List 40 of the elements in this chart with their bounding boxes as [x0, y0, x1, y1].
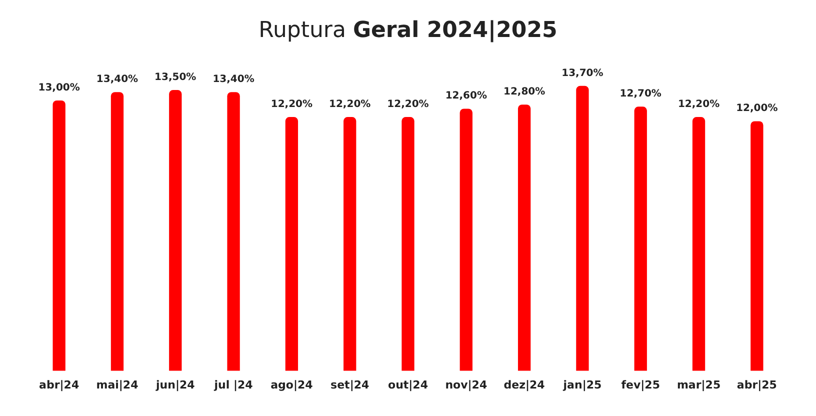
- bar: [750, 121, 764, 371]
- bar: [518, 104, 531, 371]
- bar: [576, 86, 589, 371]
- bar: [402, 117, 414, 371]
- bar: [460, 108, 472, 371]
- x-tick-label: mar|25: [676, 378, 721, 392]
- data-label: 12,70%: [620, 88, 662, 100]
- x-tick-label: set|24: [330, 378, 370, 392]
- x-tick-label: mai|24: [96, 378, 139, 392]
- bar: [110, 92, 124, 371]
- data-label: 12,80%: [503, 86, 546, 98]
- x-tick-label: out|24: [388, 378, 428, 392]
- bar: [692, 117, 706, 371]
- bar: [634, 106, 647, 371]
- data-label: 12,60%: [445, 90, 487, 102]
- data-label: 13,00%: [38, 82, 80, 94]
- data-label: 12,20%: [387, 98, 429, 110]
- x-tick-label: nov|24: [445, 378, 488, 392]
- bar: [285, 117, 298, 371]
- data-label: 12,20%: [329, 98, 371, 110]
- data-label: 12,00%: [736, 103, 778, 114]
- bar: [344, 117, 356, 371]
- x-tick-label: fev|25: [621, 378, 660, 392]
- x-tick-label: abr|24: [39, 378, 80, 392]
- bar: [227, 92, 240, 371]
- x-tick-label: abr|25: [736, 378, 777, 392]
- data-label: 12,20%: [270, 98, 313, 110]
- x-tick-label: jul |24: [213, 378, 254, 392]
- data-label: 13,50%: [154, 72, 196, 83]
- bar: [52, 100, 66, 371]
- bar: [169, 90, 182, 371]
- data-label: 13,40%: [212, 74, 254, 86]
- data-label: 12,20%: [678, 98, 720, 110]
- x-tick-label: ago|24: [270, 378, 314, 392]
- data-label: 13,40%: [96, 74, 138, 86]
- x-tick-label: dez|24: [504, 378, 546, 392]
- x-tick-label: jun|24: [155, 378, 196, 392]
- data-label: 13,70%: [562, 68, 604, 79]
- x-tick-label: jan|25: [562, 378, 602, 392]
- chart-title: Ruptura Geral 2024|2025: [258, 18, 558, 43]
